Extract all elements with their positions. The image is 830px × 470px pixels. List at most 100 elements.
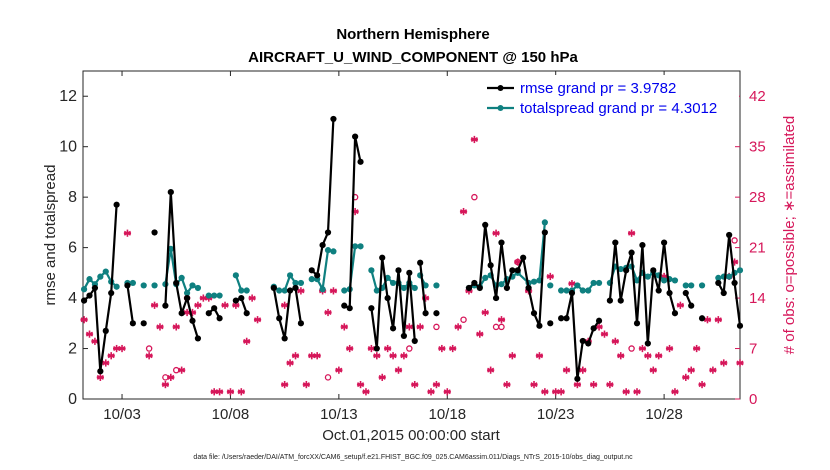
spread-point xyxy=(482,274,489,281)
rmse-point xyxy=(590,325,597,332)
rmse-point xyxy=(189,317,196,324)
spread-point xyxy=(644,273,651,280)
rmse-point xyxy=(720,289,727,297)
obs-assimilated-marker xyxy=(644,352,652,360)
obs-assimilated-marker xyxy=(96,373,104,381)
obs-possible-marker xyxy=(406,345,413,352)
rmse-point xyxy=(558,315,565,322)
rmse-point xyxy=(108,289,115,297)
rmse-point xyxy=(482,221,489,229)
legend-background xyxy=(483,75,739,121)
obs-assimilated-marker xyxy=(736,359,744,367)
rmse-point xyxy=(389,325,397,332)
rmse-point xyxy=(541,229,548,236)
chart-title-line-2: AIRCRAFT_U_WIND_COMPONENT @ 150 hPa xyxy=(248,49,578,66)
right-y-tick-label: 35 xyxy=(749,139,766,156)
rmse-point xyxy=(563,315,570,322)
rmse-point xyxy=(183,294,191,302)
spread-point xyxy=(97,273,104,280)
spread-point xyxy=(698,282,706,289)
obs-assimilated-marker xyxy=(459,207,468,216)
right-y-tick-label: 0 xyxy=(749,391,757,408)
data-file-footer: data file: /Users/raeder/DAI/ATM_forcXX/… xyxy=(193,454,633,461)
x-axis-label: Oct.01,2015 00:00:00 start xyxy=(322,427,500,444)
obs-assimilated-marker xyxy=(481,308,489,317)
obs-possible-marker xyxy=(145,345,153,352)
obs-assimilated-marker xyxy=(118,344,126,353)
rmse-point xyxy=(292,284,299,292)
obs-assimilated-marker xyxy=(216,388,224,396)
obs-assimilated-marker xyxy=(682,373,690,381)
obs-assimilated-marker xyxy=(535,352,544,360)
obs-assimilated-marker xyxy=(709,366,717,374)
rmse-point xyxy=(308,267,315,274)
rmse-point xyxy=(666,289,673,297)
legend-spread-label: totalspread grand pr = 4.3012 xyxy=(520,100,717,117)
spread-point xyxy=(129,279,136,287)
spread-point xyxy=(389,279,397,287)
rmse-point xyxy=(547,320,554,327)
rmse-point xyxy=(509,267,516,274)
rmse-point xyxy=(319,241,326,249)
obs-assimilated-marker xyxy=(150,301,159,309)
rmse-point xyxy=(330,115,337,123)
rmse-point xyxy=(585,340,592,347)
obs-assimilated-marker xyxy=(470,135,478,144)
spread-point xyxy=(281,287,288,294)
obs-assimilated-marker xyxy=(557,388,565,396)
spread-point xyxy=(574,282,581,289)
obs-assimilated-marker xyxy=(416,323,424,331)
obs-assimilated-marker xyxy=(443,388,451,396)
rmse-point xyxy=(736,322,744,329)
right-y-axis: 0 7 14 21 28 35 42 xyxy=(735,88,766,408)
spread-point xyxy=(205,292,212,299)
spread-point xyxy=(590,279,597,287)
spread-point xyxy=(617,265,624,273)
obs-assimilated-marker xyxy=(676,301,684,309)
right-y-tick-label: 7 xyxy=(749,341,757,358)
rmse-point xyxy=(368,305,375,312)
obs-assimilated-marker xyxy=(356,380,365,389)
x-tick-label: 10/23 xyxy=(537,406,575,423)
obs-assimilated-marker xyxy=(107,352,115,360)
obs-assimilated-marker xyxy=(291,352,300,360)
rmse-point xyxy=(411,337,418,345)
obs-possible-marker xyxy=(731,237,738,244)
rmse-point xyxy=(530,310,538,317)
spread-point xyxy=(373,287,380,294)
chart-title-line-1: Northern Hemisphere xyxy=(336,26,489,43)
obs-assimilated-marker xyxy=(449,344,457,353)
rmse-point xyxy=(525,284,532,292)
right-y-axis-label: # of obs: o=possible; ∗=assimilated xyxy=(781,116,798,355)
obs-assimilated-marker xyxy=(378,373,386,381)
rmse-line-segment xyxy=(126,285,134,324)
spread-point xyxy=(151,282,158,289)
legend-rmse-label: rmse grand pr = 3.9782 xyxy=(520,80,676,97)
obs-assimilated-marker xyxy=(546,272,554,281)
obs-assimilated-marker xyxy=(617,352,625,360)
obs-assimilated-marker xyxy=(373,352,381,360)
obs-assimilated-marker xyxy=(687,366,695,374)
obs-assimilated-marker xyxy=(714,316,722,324)
rmse-point xyxy=(97,368,104,375)
rmse-point xyxy=(698,315,706,322)
obs-assimilated-marker xyxy=(237,388,245,396)
spread-point xyxy=(400,284,408,292)
spread-point xyxy=(558,287,565,294)
obs-assimilated-marker xyxy=(340,323,348,331)
rmse-point xyxy=(379,254,386,261)
rmse-point xyxy=(503,284,511,292)
rmse-point xyxy=(91,284,99,292)
obs-assimilated-marker xyxy=(720,359,728,367)
rmse-point xyxy=(216,315,223,322)
spread-point xyxy=(357,243,364,250)
rmse-point xyxy=(346,305,353,312)
spread-point xyxy=(319,286,326,293)
rmse-point xyxy=(731,279,738,287)
spread-point xyxy=(183,289,191,297)
spread-point xyxy=(189,282,196,289)
rmse-point xyxy=(476,284,483,292)
spread-point xyxy=(352,243,359,250)
spread-point xyxy=(422,282,429,289)
rmse-point xyxy=(173,279,180,287)
